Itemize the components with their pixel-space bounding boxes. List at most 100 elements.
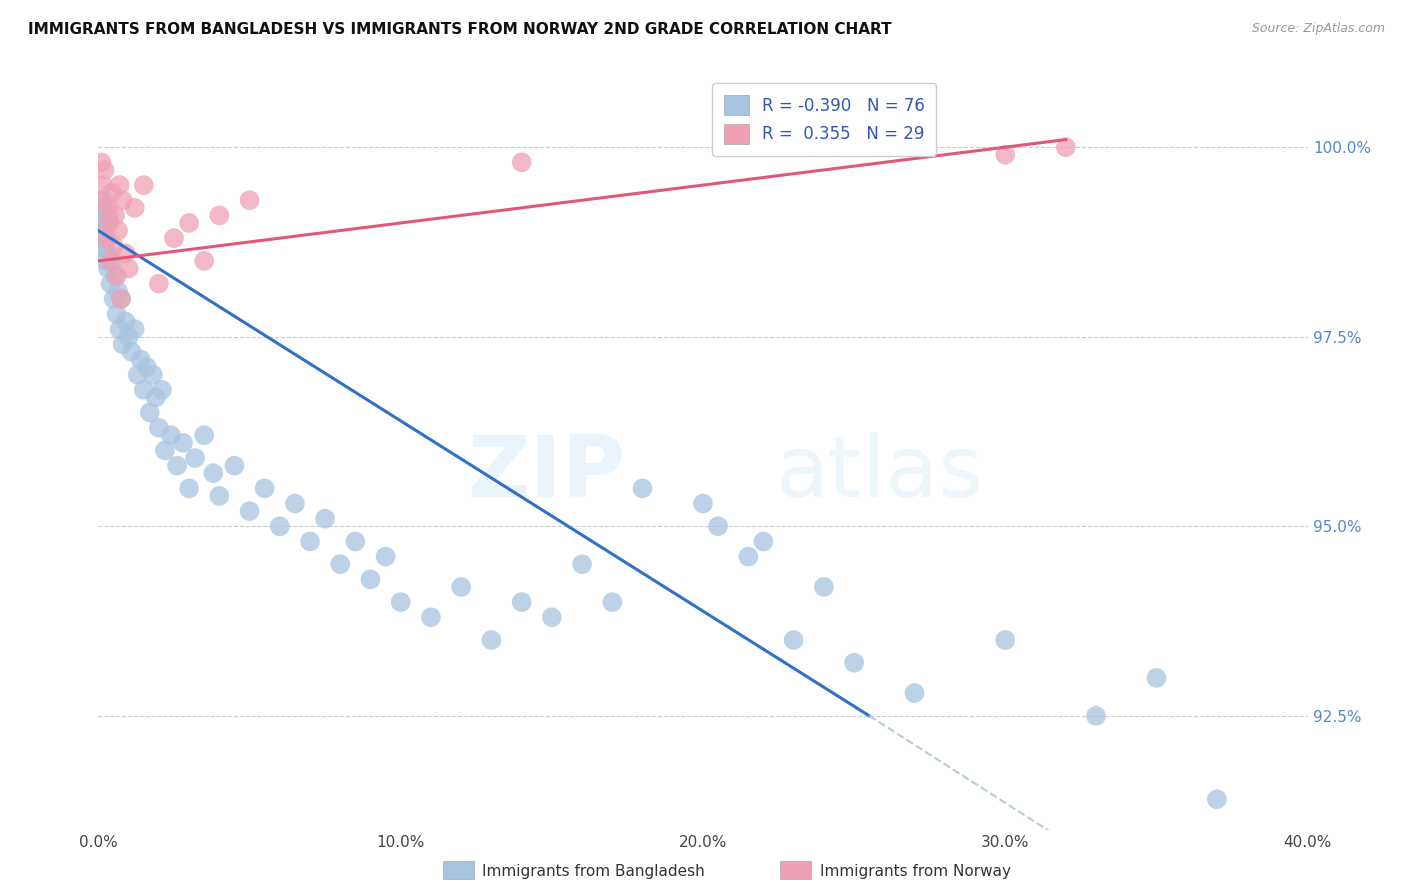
Point bbox=[299, 534, 322, 549]
Legend: R = -0.390   N = 76, R =  0.355   N = 29: R = -0.390 N = 76, R = 0.355 N = 29 bbox=[711, 84, 936, 156]
Point bbox=[314, 512, 336, 526]
Point bbox=[124, 201, 146, 215]
Point bbox=[148, 277, 170, 291]
Point bbox=[132, 178, 155, 192]
Point bbox=[90, 208, 112, 222]
Point bbox=[179, 481, 201, 495]
Point bbox=[692, 496, 714, 510]
Point bbox=[329, 557, 352, 571]
Point bbox=[101, 186, 124, 200]
Point bbox=[1054, 140, 1077, 154]
Point bbox=[108, 322, 131, 336]
Point bbox=[163, 231, 186, 245]
Point bbox=[510, 595, 533, 609]
Point bbox=[100, 277, 122, 291]
Point bbox=[389, 595, 412, 609]
Point bbox=[104, 208, 127, 222]
Point bbox=[107, 223, 129, 237]
Point bbox=[94, 216, 117, 230]
Text: Immigrants from Bangladesh: Immigrants from Bangladesh bbox=[482, 864, 704, 879]
Point bbox=[145, 390, 167, 404]
Point bbox=[844, 656, 866, 670]
Point bbox=[994, 147, 1017, 161]
Point bbox=[135, 359, 157, 375]
Point bbox=[374, 549, 396, 564]
Point bbox=[153, 443, 176, 458]
Point bbox=[129, 352, 152, 367]
Point bbox=[93, 238, 115, 252]
Point bbox=[752, 534, 775, 549]
Point bbox=[344, 534, 367, 549]
Point bbox=[91, 223, 114, 237]
Point bbox=[148, 420, 170, 434]
Point bbox=[101, 253, 124, 268]
Point bbox=[107, 285, 129, 299]
Text: Source: ZipAtlas.com: Source: ZipAtlas.com bbox=[1251, 22, 1385, 36]
Point bbox=[1206, 792, 1229, 806]
Point bbox=[420, 610, 443, 624]
Point bbox=[737, 549, 759, 564]
Point bbox=[193, 253, 215, 268]
Point bbox=[510, 155, 533, 169]
Point bbox=[111, 193, 134, 207]
Point bbox=[813, 580, 835, 594]
Point bbox=[450, 580, 472, 594]
Point bbox=[631, 481, 654, 495]
Point bbox=[269, 519, 291, 533]
Point bbox=[224, 458, 246, 473]
Point bbox=[208, 208, 231, 222]
Point bbox=[179, 216, 201, 230]
Point bbox=[110, 292, 132, 306]
Point bbox=[90, 155, 112, 169]
Point bbox=[121, 345, 143, 359]
Point bbox=[994, 632, 1017, 647]
Point bbox=[108, 178, 131, 192]
Point bbox=[111, 337, 134, 351]
Point bbox=[142, 368, 165, 382]
Point bbox=[90, 216, 112, 230]
Point bbox=[91, 201, 114, 215]
Point bbox=[239, 504, 262, 518]
Point bbox=[103, 292, 125, 306]
Point bbox=[707, 519, 730, 533]
Point bbox=[239, 193, 262, 207]
Point bbox=[103, 238, 125, 252]
Point bbox=[98, 216, 121, 230]
Text: atlas: atlas bbox=[776, 432, 984, 515]
Point bbox=[97, 261, 120, 276]
Point bbox=[89, 231, 111, 245]
Point bbox=[284, 496, 307, 510]
Point bbox=[481, 632, 503, 647]
Point bbox=[150, 383, 173, 397]
Point bbox=[91, 178, 114, 192]
Point bbox=[98, 208, 121, 222]
Point bbox=[105, 268, 128, 283]
Point bbox=[104, 268, 127, 283]
Point bbox=[904, 686, 927, 700]
Point bbox=[540, 610, 562, 624]
Point bbox=[1085, 708, 1108, 723]
Point bbox=[602, 595, 624, 609]
Point bbox=[172, 435, 194, 450]
Point bbox=[100, 253, 122, 268]
Point bbox=[184, 450, 207, 465]
Point bbox=[193, 428, 215, 442]
Point bbox=[1146, 671, 1168, 685]
Point bbox=[360, 572, 382, 586]
Point bbox=[94, 253, 117, 268]
Point bbox=[124, 322, 146, 336]
Point bbox=[132, 383, 155, 397]
Point bbox=[96, 231, 118, 245]
Point bbox=[110, 292, 132, 306]
Point bbox=[166, 458, 188, 473]
Point bbox=[208, 489, 231, 503]
Point bbox=[89, 193, 111, 207]
Point bbox=[253, 481, 276, 495]
Text: IMMIGRANTS FROM BANGLADESH VS IMMIGRANTS FROM NORWAY 2ND GRADE CORRELATION CHART: IMMIGRANTS FROM BANGLADESH VS IMMIGRANTS… bbox=[28, 22, 891, 37]
Point bbox=[118, 261, 141, 276]
Text: ZIP: ZIP bbox=[467, 432, 624, 515]
Text: Immigrants from Norway: Immigrants from Norway bbox=[820, 864, 1011, 879]
Point bbox=[160, 428, 183, 442]
Point bbox=[202, 466, 225, 480]
Point bbox=[93, 193, 115, 207]
